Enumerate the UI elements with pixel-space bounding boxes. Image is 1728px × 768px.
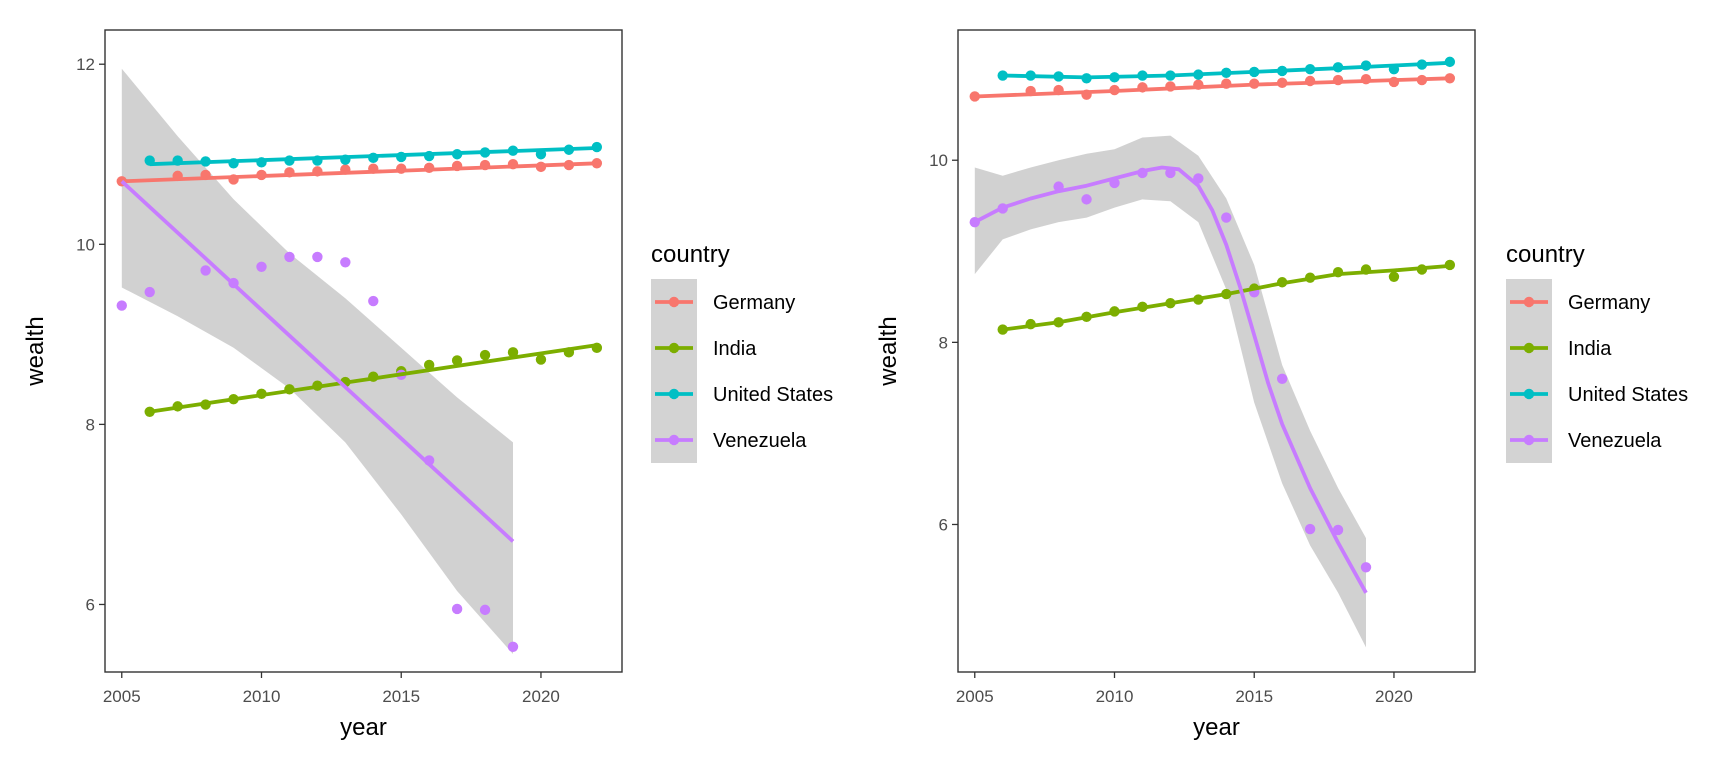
x-tick-label: 2005: [956, 687, 994, 706]
legend-label-venezuela: Venezuela: [713, 430, 807, 452]
y-tick-label: 8: [86, 415, 95, 434]
fit-line-venezuela: [120, 179, 515, 543]
data-point-india: [479, 349, 491, 361]
legend-item-india: India: [1506, 325, 1612, 371]
fit-line-venezuela: [973, 165, 1368, 594]
fit-line-germany: [974, 76, 1450, 99]
legend: country Germany India United States Venezuel…: [651, 241, 833, 463]
data-point-india: [1388, 271, 1400, 282]
legend-key-point: [668, 342, 680, 354]
fit-line-germany: [121, 161, 597, 184]
legend-key-point: [668, 296, 680, 308]
x-axis-title: year: [340, 714, 387, 741]
legend-title: country: [651, 241, 730, 268]
fit-line-united-states: [149, 146, 597, 167]
data-point-venezuela: [116, 300, 127, 311]
legend-item-united-states: United States: [1506, 371, 1688, 417]
y-tick-label: 8: [939, 333, 948, 352]
legend-label-venezuela: Venezuela: [1568, 430, 1662, 452]
legend-item-venezuela: Venezuela: [1506, 417, 1662, 463]
x-tick-label: 2015: [382, 687, 420, 706]
data-point-germany: [1444, 73, 1456, 84]
chart-panel-2: 2005 2010 2015 2020 6 8 10 year wealth country Ger…: [875, 29, 1688, 741]
fit-line-india: [1002, 264, 1450, 332]
data-point-india: [507, 347, 519, 358]
x-tick-label: 2020: [522, 687, 560, 706]
data-point-venezuela: [1276, 373, 1288, 384]
x-tick-label: 2015: [1235, 687, 1273, 706]
y-tick-label: 10: [929, 151, 948, 170]
legend-key-point: [1523, 388, 1535, 400]
data-point-venezuela: [507, 641, 519, 652]
confidence-band-venezuela: [974, 135, 1366, 648]
data-point-venezuela: [200, 265, 211, 276]
legend-label-germany: Germany: [1568, 292, 1650, 314]
y-axis-title: wealth: [875, 316, 902, 386]
data-point-venezuela: [479, 604, 491, 616]
panel-border: [957, 29, 1476, 673]
legend: country Germany India United States Venezuel…: [1506, 241, 1688, 463]
data-point-venezuela: [451, 603, 463, 615]
fit-line-united-states: [1002, 60, 1450, 80]
x-tick-label: 2005: [103, 687, 141, 706]
legend-key-point: [1523, 296, 1535, 308]
x-tick-label: 2020: [1375, 687, 1413, 706]
y-tick-label: 10: [76, 235, 95, 254]
legend-item-germany: Germany: [1506, 279, 1650, 325]
x-axis-title: year: [1193, 714, 1240, 741]
legend-item-india: India: [651, 325, 757, 371]
data-point-venezuela: [1221, 212, 1232, 223]
legend-label-india: India: [1568, 338, 1612, 360]
x-tick-label: 2010: [243, 687, 281, 706]
legend-label-united-states: United States: [1568, 384, 1688, 406]
y-axis-title: wealth: [22, 316, 49, 386]
legend-item-venezuela: Venezuela: [651, 417, 807, 463]
data-point-venezuela: [1360, 562, 1372, 573]
y-tick-label: 6: [939, 515, 948, 534]
data-point-germany: [591, 158, 603, 169]
data-point-venezuela: [256, 261, 267, 273]
data-point-venezuela: [284, 251, 295, 263]
data-point-india: [423, 359, 435, 371]
panel-border: [104, 29, 623, 673]
data-point-venezuela: [1081, 194, 1092, 205]
x-tick-label: 2010: [1096, 687, 1134, 706]
y-tick-label: 12: [76, 55, 95, 74]
legend-key-point: [668, 434, 680, 446]
legend-label-india: India: [713, 338, 757, 360]
data-point-india: [451, 355, 463, 366]
legend-key-point: [1523, 342, 1535, 354]
fit-line-india: [149, 343, 598, 414]
legend-title: country: [1506, 241, 1585, 268]
data-point-venezuela: [1193, 173, 1204, 184]
data-point-venezuela: [368, 295, 379, 307]
data-point-germany: [969, 91, 980, 102]
data-point-venezuela: [144, 286, 155, 298]
chart-panel-1: 2005 2010 2015 2020 6 8 10 12 year wealth country G…: [22, 29, 833, 741]
data-point-venezuela: [340, 257, 351, 268]
y-tick-label: 6: [86, 595, 95, 614]
legend-label-germany: Germany: [713, 292, 795, 314]
legend-label-united-states: United States: [713, 384, 833, 406]
data-point-venezuela: [1332, 524, 1344, 536]
data-point-venezuela: [312, 251, 323, 263]
data-point-venezuela: [1304, 523, 1316, 535]
legend-key-point: [668, 388, 680, 400]
legend-item-united-states: United States: [651, 371, 833, 417]
legend-key-point: [1523, 434, 1535, 446]
legend-item-germany: Germany: [651, 279, 795, 325]
data-point-india: [535, 354, 547, 365]
